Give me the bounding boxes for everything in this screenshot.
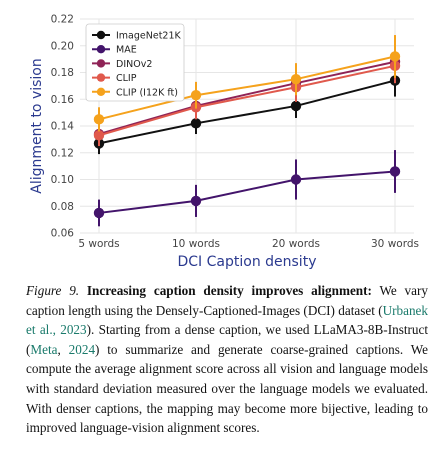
- data-point: [190, 118, 202, 129]
- legend-marker: [96, 30, 106, 40]
- legend-item: DINOv2: [92, 59, 152, 70]
- x-tick-labels: 5 words 10 words 20 words 30 words: [78, 238, 419, 250]
- data-point: [190, 90, 202, 101]
- y-tick-label: 0.12: [51, 147, 74, 159]
- legend-marker: [96, 73, 106, 82]
- legend-marker: [96, 45, 106, 54]
- figure-title: Increasing caption density improves alig…: [86, 283, 372, 298]
- data-point: [389, 51, 401, 62]
- y-tick-label: 0.14: [51, 121, 75, 133]
- x-tick-label: 10 words: [172, 238, 220, 250]
- alignment-chart: 0.06 0.08 0.10 0.12 0.14 0.16 0.18 0.20 0.22 5 w…: [29, 14, 419, 271]
- legend-item: CLIP: [92, 73, 137, 84]
- y-tick-label: 0.16: [51, 94, 75, 106]
- y-tick-labels: 0.06 0.08 0.10 0.12 0.14 0.16 0.18 0.20 0.22: [51, 14, 75, 240]
- legend-marker: [96, 59, 106, 68]
- citation-meta[interactable]: Meta: [30, 341, 58, 357]
- legend-label: CLIP: [116, 73, 137, 84]
- y-tick-label: 0.06: [51, 228, 75, 240]
- y-tick-label: 0.10: [51, 174, 74, 186]
- y-tick-label: 0.18: [51, 67, 74, 79]
- series-line: [98, 170, 396, 214]
- series-line: [98, 55, 396, 121]
- y-tick-label: 0.08: [51, 201, 74, 213]
- legend: ImageNet21K MAE DINOv2 CLIP CLIP (I12K ft): [85, 23, 185, 102]
- y-axis-label: Alignment to vision: [29, 58, 45, 193]
- data-point: [290, 100, 302, 112]
- legend-item: MAE: [92, 45, 137, 56]
- legend-item: CLIP (I12K ft): [92, 87, 178, 98]
- figure-caption: Figure 9. Increasing caption density imp…: [26, 281, 428, 438]
- data-point: [93, 114, 105, 125]
- series-line: [98, 64, 396, 137]
- y-tick-label: 0.22: [51, 14, 74, 26]
- series-clip-i12k-ft: [93, 35, 401, 132]
- legend-label: MAE: [116, 45, 137, 56]
- legend-label: DINOv2: [116, 59, 152, 70]
- series-line: [98, 79, 396, 145]
- legend-label: ImageNet21K: [116, 31, 182, 42]
- legend-label: CLIP (I12K ft): [116, 87, 178, 98]
- caption-text-3: ,: [57, 341, 69, 357]
- y-tick-label: 0.20: [51, 40, 74, 52]
- figure-label: Figure 9.: [26, 283, 80, 298]
- legend-marker: [96, 87, 106, 97]
- data-point: [290, 73, 302, 85]
- series-mae: [93, 150, 401, 227]
- citation-urbanek[interactable]: Urbanek et al., 2023: [26, 302, 428, 338]
- caption-text-4: ) to summarize and generate coarse-grain…: [26, 341, 428, 436]
- series-layer: [93, 35, 401, 227]
- data-point: [389, 166, 401, 177]
- legend-box: [85, 23, 185, 102]
- x-axis-label: DCI Caption density: [178, 254, 317, 270]
- caption-text-1: We vary caption length using the Densely…: [26, 283, 428, 318]
- data-point: [93, 207, 105, 219]
- series-line: [98, 60, 396, 135]
- data-point: [190, 195, 202, 207]
- data-point: [93, 130, 105, 141]
- legend-item: ImageNet21K: [92, 31, 182, 42]
- citation-year[interactable]: 2024: [68, 341, 96, 357]
- data-point: [290, 174, 302, 185]
- x-tick-label: 30 words: [371, 238, 419, 250]
- x-tick-label: 5 words: [78, 238, 119, 250]
- caption-text-2: ). Starting from a dense caption, we use…: [26, 322, 428, 357]
- x-tick-label: 20 words: [272, 238, 320, 250]
